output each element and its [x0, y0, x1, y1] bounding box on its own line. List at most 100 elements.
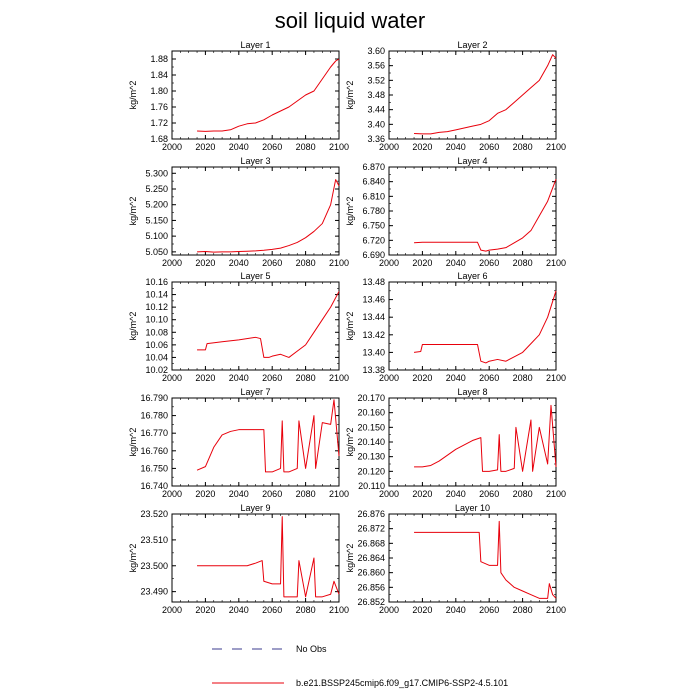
series-line-model — [414, 179, 557, 252]
y-tick-label: 10.16 — [145, 277, 168, 287]
x-tick-label: 2080 — [296, 258, 316, 268]
y-tick-label: 6.870 — [362, 162, 385, 172]
x-tick-label: 2080 — [513, 373, 533, 383]
series-line-model — [414, 520, 557, 599]
y-tick-label: 10.06 — [145, 340, 168, 350]
x-tick-label: 2020 — [195, 489, 215, 499]
panel-title: Layer 8 — [457, 387, 487, 397]
y-tick-label: 16.780 — [140, 411, 168, 421]
x-tick-label: 2060 — [479, 373, 499, 383]
y-axis-label: kg/m^2 — [128, 197, 138, 226]
x-tick-label: 2080 — [513, 258, 533, 268]
x-tick-label: 2040 — [229, 373, 249, 383]
y-tick-label: 3.36 — [367, 134, 385, 144]
y-tick-label: 13.44 — [362, 312, 385, 322]
x-tick-label: 2020 — [412, 489, 432, 499]
x-tick-label: 2000 — [379, 258, 399, 268]
series-line-model — [414, 54, 557, 135]
x-tick-label: 2040 — [229, 142, 249, 152]
y-axis-label: kg/m^2 — [128, 312, 138, 341]
plot-frame — [171, 281, 340, 371]
x-tick-label: 2000 — [379, 373, 399, 383]
y-tick-label: 20.120 — [357, 466, 385, 476]
y-tick-label: 16.740 — [140, 481, 168, 491]
y-axis-label: kg/m^2 — [345, 197, 355, 226]
x-tick-label: 2080 — [296, 605, 316, 615]
panel-title: Layer 3 — [240, 156, 270, 166]
series-line-model — [196, 399, 340, 473]
y-tick-label: 6.810 — [362, 191, 385, 201]
plot-frame — [388, 281, 557, 371]
y-tick-label: 10.08 — [145, 327, 168, 337]
x-tick-label: 2020 — [412, 373, 432, 383]
x-tick-label: 2060 — [262, 605, 282, 615]
y-tick-label: 26.876 — [357, 509, 385, 519]
y-tick-label: 5.200 — [145, 200, 168, 210]
x-tick-label: 2040 — [229, 258, 249, 268]
legend-label-model: b.e21.BSSP245cmip6.f09_g17.CMIP6-SSP2-4.… — [296, 678, 508, 688]
y-tick-label: 6.720 — [362, 235, 385, 245]
x-tick-label: 2020 — [195, 142, 215, 152]
y-tick-label: 26.860 — [357, 568, 385, 578]
x-tick-label: 2020 — [412, 258, 432, 268]
y-tick-label: 1.88 — [150, 54, 168, 64]
x-tick-label: 2080 — [296, 373, 316, 383]
y-tick-label: 16.760 — [140, 446, 168, 456]
y-tick-label: 6.840 — [362, 177, 385, 187]
panel-title: Layer 9 — [240, 503, 270, 513]
y-tick-label: 26.856 — [357, 582, 385, 592]
panel-title: Layer 4 — [457, 156, 487, 166]
x-tick-label: 2060 — [262, 489, 282, 499]
x-tick-label: 2040 — [446, 489, 466, 499]
y-tick-label: 23.490 — [140, 587, 168, 597]
y-tick-label: 5.100 — [145, 231, 168, 241]
x-tick-label: 2100 — [329, 489, 349, 499]
y-tick-label: 10.12 — [145, 302, 168, 312]
x-tick-label: 2100 — [329, 142, 349, 152]
y-axis-label: kg/m^2 — [128, 428, 138, 457]
panel-title: Layer 1 — [240, 40, 270, 50]
y-tick-label: 10.10 — [145, 315, 168, 325]
panel-title: Layer 2 — [457, 40, 487, 50]
x-tick-label: 2020 — [412, 605, 432, 615]
x-tick-label: 2020 — [195, 373, 215, 383]
x-tick-label: 2100 — [329, 373, 349, 383]
y-tick-label: 3.60 — [367, 46, 385, 56]
y-tick-label: 13.42 — [362, 330, 385, 340]
x-tick-label: 2000 — [162, 142, 182, 152]
panel-title: Layer 10 — [455, 503, 490, 513]
y-tick-label: 26.872 — [357, 524, 385, 534]
x-tick-label: 2020 — [195, 605, 215, 615]
x-tick-label: 2080 — [513, 605, 533, 615]
panel-title: Layer 6 — [457, 271, 487, 281]
x-tick-label: 2100 — [546, 373, 566, 383]
y-tick-label: 3.48 — [367, 90, 385, 100]
y-tick-label: 5.150 — [145, 215, 168, 225]
x-tick-label: 2040 — [446, 258, 466, 268]
y-tick-label: 20.140 — [357, 437, 385, 447]
plot-frame — [388, 397, 557, 487]
x-tick-label: 2100 — [546, 142, 566, 152]
x-tick-label: 2000 — [162, 373, 182, 383]
x-tick-label: 2060 — [479, 258, 499, 268]
y-tick-label: 23.510 — [140, 535, 168, 545]
y-tick-label: 1.72 — [150, 118, 168, 128]
y-tick-label: 26.864 — [357, 553, 385, 563]
x-tick-label: 2100 — [546, 605, 566, 615]
series-line-model — [197, 516, 340, 598]
panel-title: Layer 5 — [240, 271, 270, 281]
panel-title: Layer 7 — [240, 387, 270, 397]
y-tick-label: 10.02 — [145, 365, 168, 375]
y-tick-label: 16.770 — [140, 428, 168, 438]
y-axis-label: kg/m^2 — [128, 81, 138, 110]
x-tick-label: 2040 — [229, 489, 249, 499]
x-tick-label: 2040 — [446, 373, 466, 383]
y-axis-label: kg/m^2 — [345, 428, 355, 457]
series-line-model — [197, 58, 340, 132]
y-tick-label: 16.790 — [140, 393, 168, 403]
x-tick-label: 2060 — [479, 605, 499, 615]
x-tick-label: 2000 — [162, 605, 182, 615]
x-tick-label: 2000 — [379, 605, 399, 615]
y-tick-label: 20.170 — [357, 393, 385, 403]
